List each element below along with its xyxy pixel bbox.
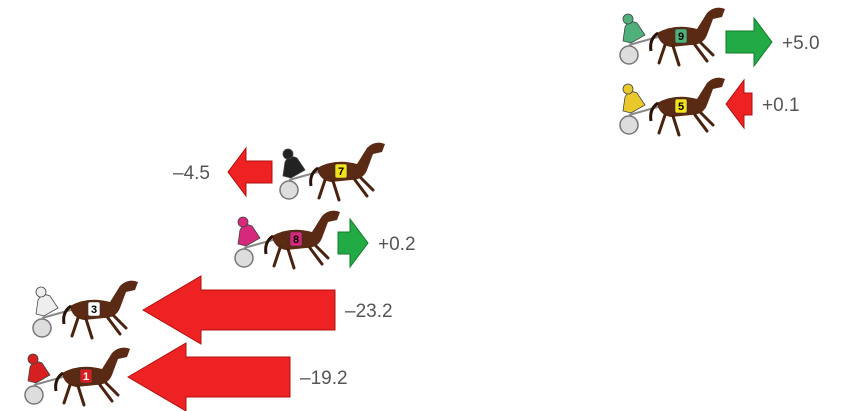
driver-helmet xyxy=(28,354,38,364)
horse-tail xyxy=(56,373,63,391)
change-label: –4.5 xyxy=(173,163,210,184)
horse-entry: 7 –4.5 xyxy=(173,143,385,200)
horse-entry: 9 +5.0 xyxy=(620,8,820,66)
horse-tail xyxy=(651,33,658,51)
sulky-wheel xyxy=(620,46,638,64)
change-arrow xyxy=(128,343,290,411)
change-label: –19.2 xyxy=(300,368,348,389)
change-arrow xyxy=(143,276,335,344)
horse-entry: 1 –19.2 xyxy=(25,343,348,411)
driver-helmet xyxy=(238,217,248,227)
sulky-wheel xyxy=(235,249,253,267)
horse-body xyxy=(272,211,340,250)
horse-body xyxy=(657,78,725,117)
horse-leg xyxy=(659,115,665,133)
driver-helmet xyxy=(36,287,46,297)
horse-leg xyxy=(86,319,92,338)
horse-tail xyxy=(64,306,71,324)
driver xyxy=(283,157,305,178)
driver xyxy=(238,225,260,246)
horse-leg xyxy=(673,116,679,135)
driver xyxy=(36,295,58,316)
horse-body xyxy=(317,143,385,182)
driver xyxy=(623,92,645,113)
driver xyxy=(28,362,50,383)
change-label: –23.2 xyxy=(345,301,393,322)
sulky-wheel xyxy=(280,181,298,199)
horse-body xyxy=(70,281,138,320)
horse-leg xyxy=(72,318,78,336)
horse-number: 1 xyxy=(83,371,89,383)
horse-entry: 3 –23.2 xyxy=(33,276,393,344)
horse-leg xyxy=(333,181,339,200)
change-label: +0.2 xyxy=(378,234,416,255)
horse-body xyxy=(657,8,725,47)
horse-leg xyxy=(64,385,70,403)
horse-number: 3 xyxy=(91,304,97,316)
change-label: +0.1 xyxy=(762,95,800,116)
change-arrow xyxy=(338,219,368,267)
change-arrow xyxy=(726,80,752,128)
change-arrow xyxy=(726,18,772,66)
sulky-wheel xyxy=(33,319,51,337)
horse-leg xyxy=(274,248,280,266)
driver-helmet xyxy=(623,14,633,24)
race-diagram: 9 +5.0 5 +0.1 7 –4.5 8 +0.2 3 –23.2 1 –19.2 xyxy=(0,0,844,411)
sulky-wheel xyxy=(25,386,43,404)
horse-leg xyxy=(319,180,325,198)
horse-tail xyxy=(651,103,658,121)
driver-helmet xyxy=(283,149,293,159)
driver-helmet xyxy=(623,84,633,94)
horse-entry: 5 +0.1 xyxy=(620,78,800,135)
horse-leg xyxy=(673,46,679,65)
horse-body xyxy=(62,348,130,387)
horse-number: 8 xyxy=(293,234,299,246)
change-arrow xyxy=(228,148,272,196)
horse-tail xyxy=(266,236,273,254)
driver xyxy=(623,22,645,43)
horse-leg xyxy=(288,249,294,268)
horse-entry: 8 +0.2 xyxy=(235,211,416,268)
horse-leg xyxy=(78,386,84,405)
horse-number: 5 xyxy=(678,101,684,113)
change-label: +5.0 xyxy=(782,33,820,54)
horse-tail xyxy=(311,168,318,186)
horse-number: 9 xyxy=(678,31,684,43)
sulky-wheel xyxy=(620,116,638,134)
horse-number: 7 xyxy=(338,166,344,178)
horse-leg xyxy=(659,45,665,63)
